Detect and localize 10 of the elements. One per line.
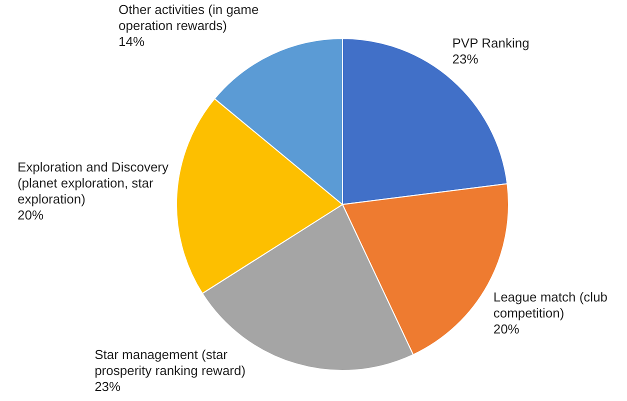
slice-label: Exploration and Discovery (planet exploration, star exploration): [17, 159, 169, 206]
slice-label: Star management (star prosperity ranking reward): [94, 347, 246, 378]
slice-label: PVP Ranking: [452, 36, 530, 51]
slice-label: Other activities (in game operation rewards): [118, 2, 259, 34]
data-label: 20%: [493, 321, 520, 336]
data-label: 20%: [17, 207, 44, 222]
slice-label: League match (club competition): [493, 289, 608, 320]
data-label: 23%: [94, 379, 122, 394]
data-label: 14%: [118, 34, 146, 50]
data-label: 23%: [452, 52, 479, 67]
